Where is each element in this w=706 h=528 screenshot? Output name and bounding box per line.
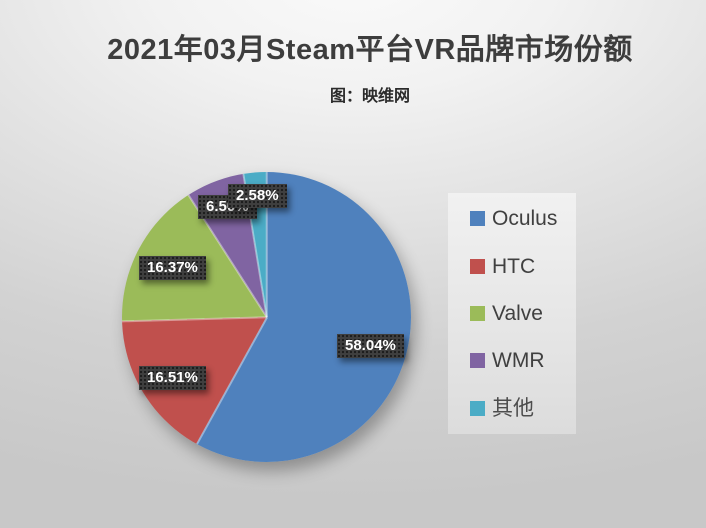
- data-label-other: 2.58%: [228, 184, 287, 208]
- legend-label-valve: Valve: [492, 302, 543, 326]
- legend-item-valve: Valve: [448, 290, 576, 337]
- data-label-oculus: 58.04%: [337, 334, 404, 358]
- legend-label-oculus: Oculus: [492, 207, 558, 231]
- legend-swatch-wmr: [470, 353, 485, 369]
- legend-item-htc: HTC: [448, 242, 576, 289]
- data-label-valve: 16.37%: [139, 256, 206, 280]
- legend-swatch-other: [470, 400, 485, 416]
- legend-label-wmr: WMR: [492, 349, 545, 373]
- chart-legend: Oculus HTC Valve WMR 其他: [448, 193, 576, 434]
- data-label-htc: 16.51%: [139, 366, 206, 390]
- legend-label-htc: HTC: [492, 254, 536, 278]
- legend-swatch-valve: [470, 306, 485, 322]
- legend-item-wmr: WMR: [448, 337, 576, 384]
- slice-separator: [121, 316, 267, 322]
- legend-swatch-oculus: [470, 211, 485, 227]
- chart-header: 2021年03月Steam平台VR品牌市场份额 图：映维网: [0, 26, 706, 106]
- legend-item-other: 其他: [448, 385, 576, 432]
- pie-chart: [121, 172, 411, 462]
- legend-swatch-htc: [470, 258, 485, 274]
- chart-source-note: 图：映维网: [329, 88, 410, 105]
- chart-title: 2021年03月Steam平台VR品牌市场份额: [107, 34, 633, 66]
- slice-separator: [195, 316, 268, 445]
- legend-label-other: 其他: [492, 395, 534, 420]
- legend-item-oculus: Oculus: [448, 195, 576, 242]
